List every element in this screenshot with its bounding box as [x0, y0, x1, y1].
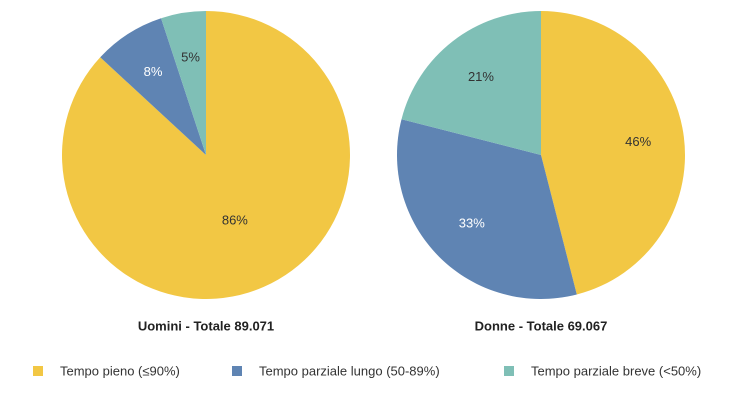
pie-slice — [161, 11, 206, 155]
slice-label: 8% — [144, 64, 163, 79]
legend-swatch — [232, 366, 242, 376]
legend-label: Tempo parziale lungo (50-89%) — [259, 363, 440, 378]
slice-label: 33% — [459, 216, 485, 231]
pie-title: Donne - Totale 69.067 — [475, 318, 608, 333]
legend-swatch — [504, 366, 514, 376]
legend-label: Tempo pieno (≤90%) — [60, 363, 180, 378]
pie-slice — [397, 119, 577, 299]
slice-label: 46% — [625, 134, 651, 149]
slice-label: 86% — [222, 212, 248, 227]
slice-label: 21% — [468, 69, 494, 84]
legend-label: Tempo parziale breve (<50%) — [531, 363, 701, 378]
pie-slice — [541, 11, 686, 295]
pie-slice — [401, 10, 541, 155]
legend-swatch — [33, 366, 43, 376]
pie-title: Uomini - Totale 89.071 — [138, 318, 274, 333]
slice-label: 5% — [181, 50, 200, 65]
pie-slice — [100, 18, 206, 155]
